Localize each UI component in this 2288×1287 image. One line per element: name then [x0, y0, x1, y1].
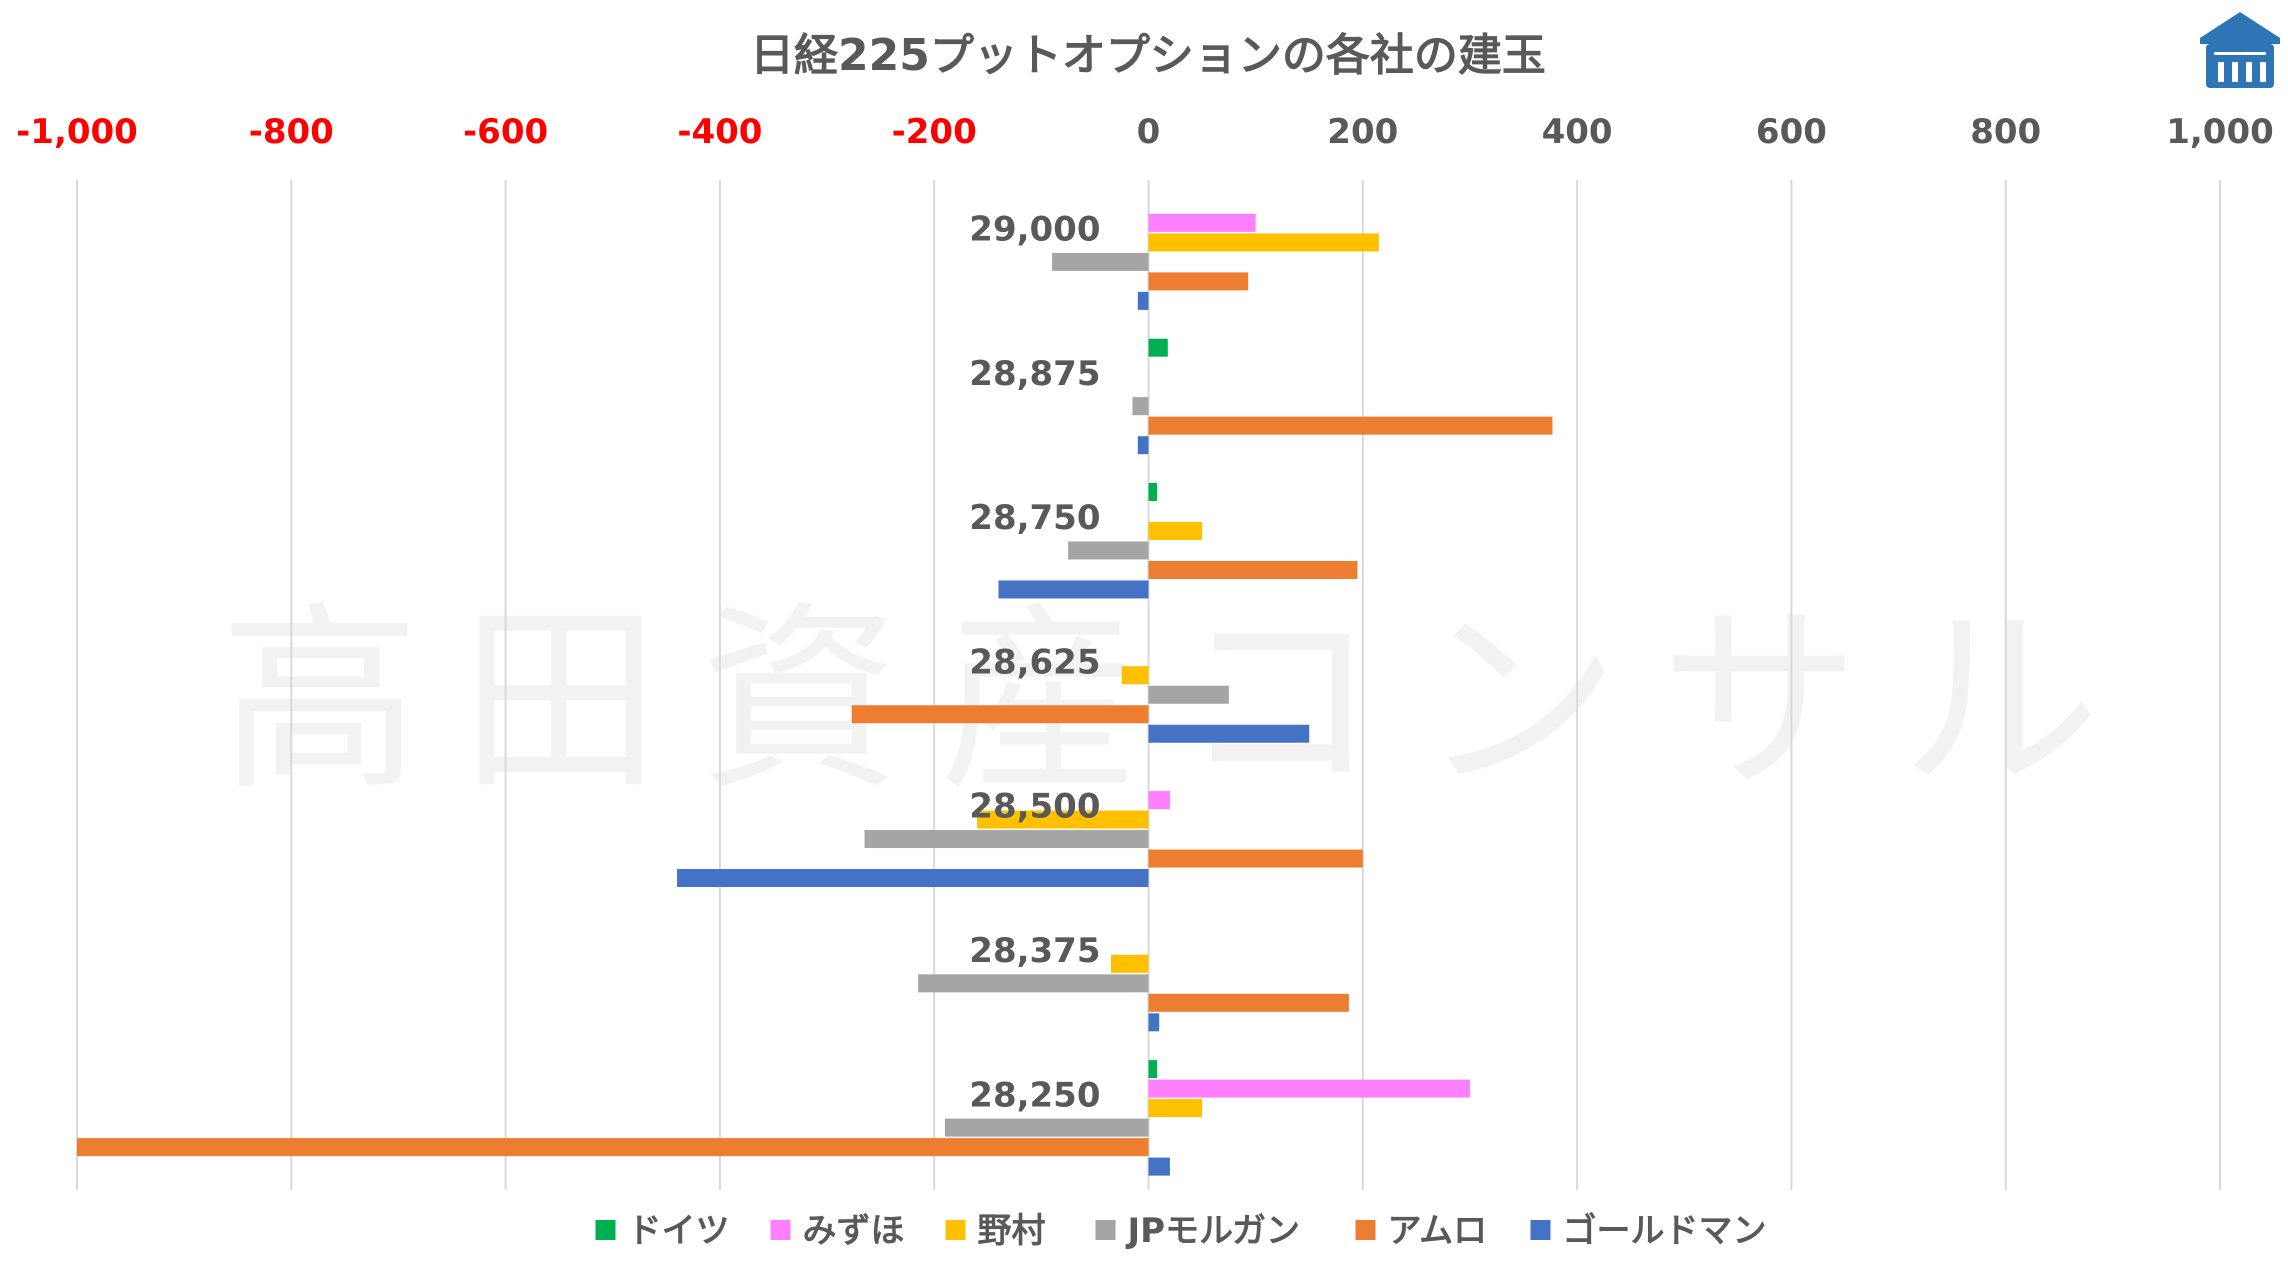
legend-swatch: [595, 1220, 616, 1240]
legend-swatch: [1095, 1220, 1116, 1240]
bar: [1148, 521, 1203, 540]
bar: [1148, 1013, 1160, 1032]
legend-label: JPモルガン: [1126, 1211, 1301, 1251]
legend-label: 野村: [978, 1211, 1046, 1251]
bar: [1148, 993, 1349, 1012]
x-tick-label: -600: [463, 112, 548, 152]
bar: [1121, 666, 1149, 685]
x-tick-label: 1,000: [2166, 112, 2274, 152]
bar: [1110, 954, 1149, 973]
bar: [864, 830, 1149, 849]
bar: [1148, 213, 1256, 232]
bar: [1148, 338, 1168, 357]
x-tick-label: 600: [1756, 112, 1827, 152]
category-label: 28,750: [969, 498, 1100, 538]
x-tick-label: -400: [677, 112, 762, 152]
bar: [977, 810, 1149, 829]
bar: [1148, 791, 1170, 810]
category-label: 28,250: [969, 1075, 1100, 1115]
bar: [1148, 685, 1229, 704]
legend-swatch: [1530, 1220, 1551, 1240]
x-tick-label: -1,000: [16, 112, 138, 152]
category-labels: 29,000 28,875 28,750 28,625 28,500 28,375 28,2…: [969, 210, 1100, 1116]
bar: [1137, 436, 1149, 455]
bar: [77, 1138, 1149, 1157]
bar: [918, 974, 1149, 993]
x-tick-label: 200: [1327, 112, 1398, 152]
x-tick-label: 0: [1137, 112, 1161, 152]
bar: [1148, 482, 1158, 501]
x-tick-label: 800: [1970, 112, 2041, 152]
category-label: 29,000: [969, 210, 1100, 250]
bars: [77, 213, 1553, 1176]
building-logo-icon: [2200, 12, 2280, 88]
bar: [1148, 1079, 1470, 1098]
bar: [1148, 416, 1553, 435]
bar: [1052, 252, 1149, 271]
bar: [1148, 1157, 1170, 1176]
legend-swatch: [770, 1220, 791, 1240]
legend-swatch: [1355, 1220, 1376, 1240]
bar: [1148, 272, 1249, 291]
legend-label: ドイツ: [628, 1211, 730, 1251]
bar: [1148, 849, 1363, 868]
legend: ドイツ みずほ 野村 JPモルガン アムロ ゴールドマン: [595, 1211, 1767, 1251]
bar: [851, 705, 1149, 724]
chart-title: 日経225プットオプションの各社の建玉: [750, 30, 1546, 81]
bar: [677, 869, 1149, 888]
bar: [1148, 560, 1358, 579]
category-label: 28,500: [969, 787, 1100, 827]
bar: [944, 1118, 1149, 1137]
legend-label: みずほ: [803, 1211, 905, 1251]
x-axis-ticks: -1,000 -800 -600 -400 -200 0 200 400 600 800 1,000: [16, 112, 2274, 152]
bar: [1068, 541, 1149, 560]
legend-label: ゴールドマン: [1563, 1211, 1767, 1251]
x-tick-label: -800: [249, 112, 334, 152]
bar: [1148, 724, 1310, 743]
bar: [1148, 1060, 1158, 1079]
bar: [1148, 1099, 1203, 1118]
legend-label: アムロ: [1388, 1211, 1488, 1251]
category-label: 28,375: [969, 931, 1100, 971]
category-label: 28,875: [969, 354, 1100, 394]
bar: [1132, 397, 1149, 416]
legend-swatch: [945, 1220, 966, 1240]
bar: [1148, 233, 1379, 252]
x-tick-label: 400: [1542, 112, 1613, 152]
bar: [998, 580, 1149, 599]
x-tick-label: -200: [892, 112, 977, 152]
category-label: 28,625: [969, 642, 1100, 682]
bar: [1137, 291, 1149, 310]
